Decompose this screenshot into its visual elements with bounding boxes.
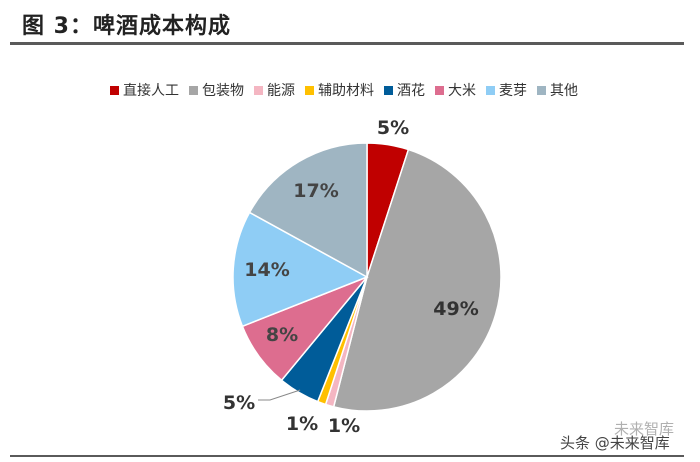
legend-item: 酒花 <box>384 80 425 100</box>
data-label: 8% <box>266 324 298 346</box>
legend-item: 辅助材料 <box>305 80 374 100</box>
legend-swatch <box>537 85 546 95</box>
legend-swatch <box>110 85 119 95</box>
legend-swatch <box>384 85 393 95</box>
legend-label: 辅助材料 <box>318 83 374 99</box>
chart-legend: 直接人工 包装物 能源 辅助材料 酒花 大米 麦芽 其他 <box>110 80 588 100</box>
watermark-faint: 未来智库 <box>614 420 675 438</box>
data-label: 5% <box>377 117 409 139</box>
legend-swatch <box>254 85 263 95</box>
pie-slices <box>232 142 502 412</box>
legend-label: 麦芽 <box>499 83 527 99</box>
data-label: 17% <box>293 180 338 202</box>
legend-label: 能源 <box>267 83 295 99</box>
pie-slice <box>232 211 369 328</box>
figure-title: 图 3：啤酒成本构成 <box>22 14 231 39</box>
legend-item: 麦芽 <box>486 80 527 100</box>
legend-item: 包装物 <box>189 80 244 100</box>
leader-lines <box>258 389 301 401</box>
legend-label: 大米 <box>448 83 476 99</box>
legend-swatch <box>486 85 495 95</box>
pie-slice <box>332 148 502 412</box>
legend-label: 包装物 <box>202 83 244 99</box>
top-divider <box>10 42 684 45</box>
legend-item: 能源 <box>254 80 295 100</box>
data-label: 5% <box>223 392 255 414</box>
legend-label: 直接人工 <box>123 83 179 99</box>
data-labels: 5% 49% 1% 1% 5% 8% 14% 17% <box>223 117 479 437</box>
leader-line <box>258 389 301 401</box>
data-label: 49% <box>433 298 478 320</box>
legend-item: 直接人工 <box>110 80 179 100</box>
legend-item: 其他 <box>537 80 578 100</box>
legend-item: 大米 <box>435 80 476 100</box>
watermark-source: 头条 @未来智库 <box>560 434 670 452</box>
data-label: 1% <box>286 413 318 435</box>
bottom-divider <box>10 455 684 457</box>
legend-label: 其他 <box>550 83 578 99</box>
data-label: 14% <box>244 259 289 281</box>
data-label: 1% <box>328 415 360 437</box>
legend-swatch <box>189 85 198 95</box>
pie-slice <box>248 142 368 279</box>
legend-label: 酒花 <box>397 83 425 99</box>
legend-swatch <box>305 85 314 95</box>
legend-swatch <box>435 85 444 95</box>
